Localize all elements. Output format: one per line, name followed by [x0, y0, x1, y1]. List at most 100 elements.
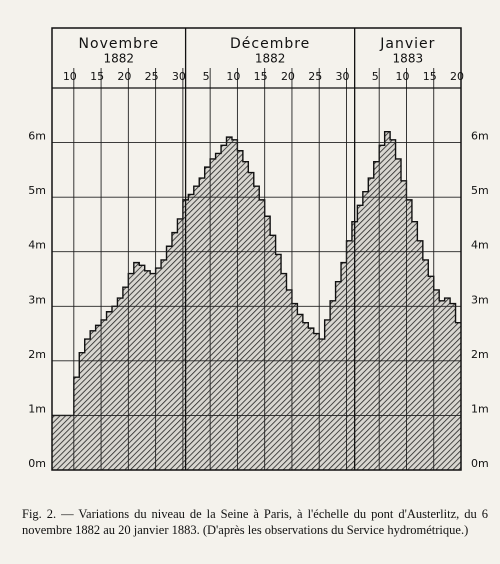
level-step: [384, 131, 391, 470]
x-tick-label: 10: [395, 70, 409, 83]
x-tick-label: 25: [308, 70, 322, 83]
x-tick-label: 30: [172, 70, 186, 83]
level-step: [308, 328, 315, 470]
month-year: 1883: [393, 52, 424, 66]
level-step: [395, 158, 402, 470]
y-tick-label: 5m: [28, 184, 46, 197]
level-step: [357, 205, 364, 471]
level-step: [193, 186, 200, 470]
x-tick-label: 5: [203, 70, 210, 83]
level-step: [62, 415, 69, 470]
level-step: [270, 235, 276, 470]
level-step: [319, 339, 325, 470]
level-step: [117, 298, 124, 470]
level-step: [95, 325, 102, 470]
level-step: [362, 191, 369, 470]
x-tick-label: 20: [281, 70, 295, 83]
plot: 0m 0m 1m 1m 2m 2m 3m 3m 4m 4m 5m 5m 6m 6m 10 15 20 25 30 5 1…: [28, 27, 489, 471]
level-step: [128, 273, 135, 470]
level-step: [444, 298, 451, 470]
level-step: [291, 303, 298, 470]
y-tick-label-right: 1m: [471, 402, 489, 415]
level-step: [259, 199, 265, 470]
y-tick-label-right: 3m: [471, 293, 489, 306]
level-step: [379, 145, 385, 471]
level-step: [226, 137, 233, 470]
level-step: [90, 330, 96, 470]
level-step: [253, 186, 260, 470]
level-step: [422, 259, 429, 470]
level-step: [368, 178, 375, 471]
month-year: 1882: [255, 52, 286, 66]
level-step: [450, 303, 456, 470]
month-name: Décembre: [230, 36, 310, 52]
level-step: [390, 139, 396, 471]
level-step: [286, 289, 293, 470]
y-tick-label: 0m: [28, 457, 46, 470]
level-step: [221, 145, 227, 471]
level-step: [122, 287, 129, 470]
y-tick-label-right: 2m: [471, 348, 489, 361]
level-step: [204, 167, 211, 470]
level-step: [346, 240, 353, 470]
level-step: [417, 240, 424, 470]
level-step: [68, 415, 75, 470]
level-step: [57, 415, 64, 470]
x-tick-label: 10: [63, 70, 77, 83]
level-step: [188, 194, 195, 470]
level-step: [133, 262, 140, 470]
x-tick-label: 25: [145, 70, 159, 83]
level-step: [248, 172, 255, 471]
level-step: [237, 150, 244, 470]
level-step: [73, 377, 80, 470]
level-step: [166, 246, 173, 470]
chart: 0m 0m 1m 1m 2m 2m 3m 3m 4m 4m 5m 5m 6m 6m 10 15 20 25 30 5 1…: [28, 27, 489, 471]
y-tick-label: 1m: [28, 402, 46, 415]
level-step: [428, 276, 435, 470]
level-step: [161, 259, 167, 470]
level-step: [439, 300, 445, 470]
level-step: [433, 289, 440, 470]
level-step: [144, 270, 151, 470]
x-tick-label: 20: [450, 70, 464, 83]
level-step: [275, 254, 282, 470]
level-step: [155, 268, 162, 470]
frame: [51, 27, 462, 471]
x-tick-label: 15: [90, 70, 104, 83]
level-step: [84, 339, 91, 470]
level-step: [411, 221, 418, 470]
level-step: [242, 161, 249, 470]
level-step: [79, 352, 86, 470]
x-tick-label: 10: [226, 70, 240, 83]
level-step: [210, 158, 216, 470]
level-step: [373, 161, 380, 470]
x-tick-label: 30: [335, 70, 349, 83]
y-tick-label-right: 6m: [471, 130, 489, 143]
y-tick-label-right: 0m: [471, 457, 489, 470]
y-tick-label-right: 5m: [471, 184, 489, 197]
y-tick-label-right: 4m: [471, 239, 489, 252]
month-year: 1882: [104, 52, 135, 66]
level-step: [111, 306, 118, 470]
level-step: [101, 319, 107, 470]
level-step: [335, 281, 342, 470]
level-step: [401, 180, 407, 470]
y-tick-label: 2m: [28, 348, 46, 361]
level-step: [199, 178, 205, 471]
y-tick-label: 6m: [28, 130, 46, 143]
level-step: [231, 139, 238, 471]
y-tick-label: 4m: [28, 239, 46, 252]
caption: Fig. 2. — Variations du niveau de la Sei…: [22, 507, 488, 537]
level-step: [341, 262, 347, 470]
x-tick-label: 20: [117, 70, 131, 83]
level-step: [171, 232, 178, 470]
level-step: [406, 199, 413, 470]
y-tick-label: 3m: [28, 293, 46, 306]
level-step: [177, 218, 184, 470]
month-name: Novembre: [79, 36, 160, 52]
level-step: [215, 153, 222, 470]
level-step: [139, 265, 146, 470]
x-tick-label: 15: [423, 70, 437, 83]
level-step: [330, 300, 336, 470]
level-step: [297, 314, 304, 470]
